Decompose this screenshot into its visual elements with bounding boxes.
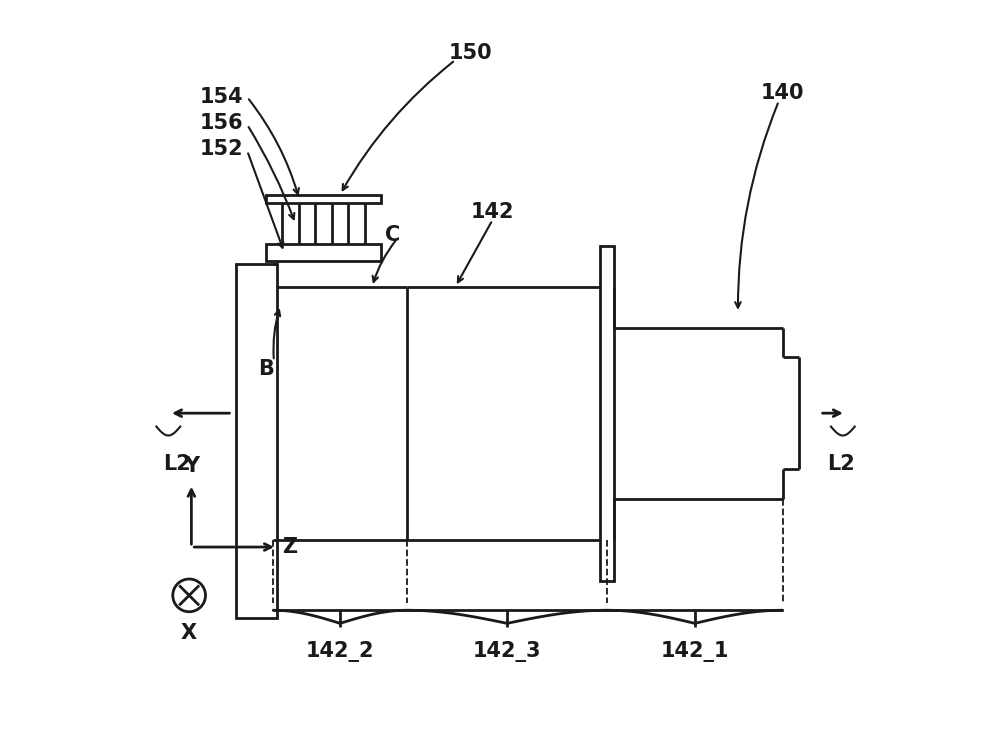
Text: 140: 140	[761, 83, 804, 104]
Text: L2: L2	[827, 454, 854, 474]
Text: 142_2: 142_2	[306, 641, 374, 662]
Text: 142_3: 142_3	[473, 641, 541, 662]
Text: 150: 150	[448, 43, 492, 62]
Bar	[266, 195, 381, 204]
Bar	[236, 265, 277, 617]
Text: X: X	[181, 623, 197, 643]
Text: B: B	[258, 359, 274, 378]
Text: C: C	[385, 225, 400, 244]
Text: Z: Z	[282, 537, 297, 557]
Text: Y: Y	[184, 456, 199, 477]
Bar	[266, 244, 381, 261]
Bar	[600, 246, 614, 581]
Text: 142_1: 142_1	[661, 641, 729, 662]
Text: 156: 156	[200, 113, 243, 133]
Text: 154: 154	[200, 87, 243, 107]
Text: 152: 152	[200, 139, 243, 159]
Text: 142: 142	[471, 202, 514, 223]
Text: L2: L2	[163, 454, 190, 474]
